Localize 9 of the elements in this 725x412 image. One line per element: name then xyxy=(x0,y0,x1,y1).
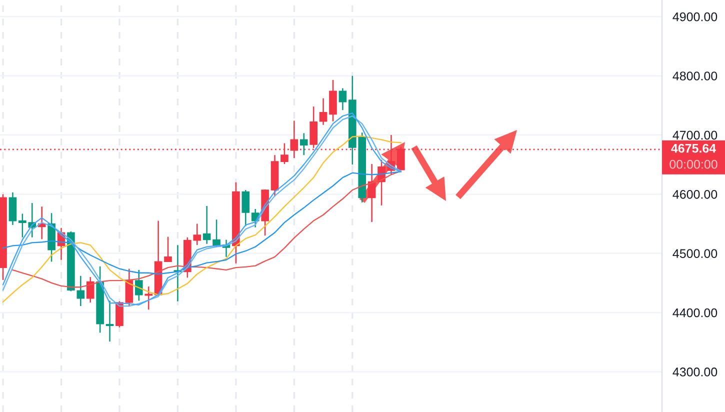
y-tick-label: 4400.00 xyxy=(672,308,718,318)
y-tick-label: 4900.00 xyxy=(672,12,718,22)
y-tick-label: 4700.00 xyxy=(672,130,718,140)
y-tick-label: 4300.00 xyxy=(672,368,718,376)
ref-line-label: 4675.64 xyxy=(671,144,716,153)
y-tick-label: 4500.00 xyxy=(672,249,718,258)
y-tick-label: 4800.00 xyxy=(672,72,718,80)
text: 00:00:00 xyxy=(670,160,718,169)
y-tick-label: 4600.00 xyxy=(672,190,718,199)
